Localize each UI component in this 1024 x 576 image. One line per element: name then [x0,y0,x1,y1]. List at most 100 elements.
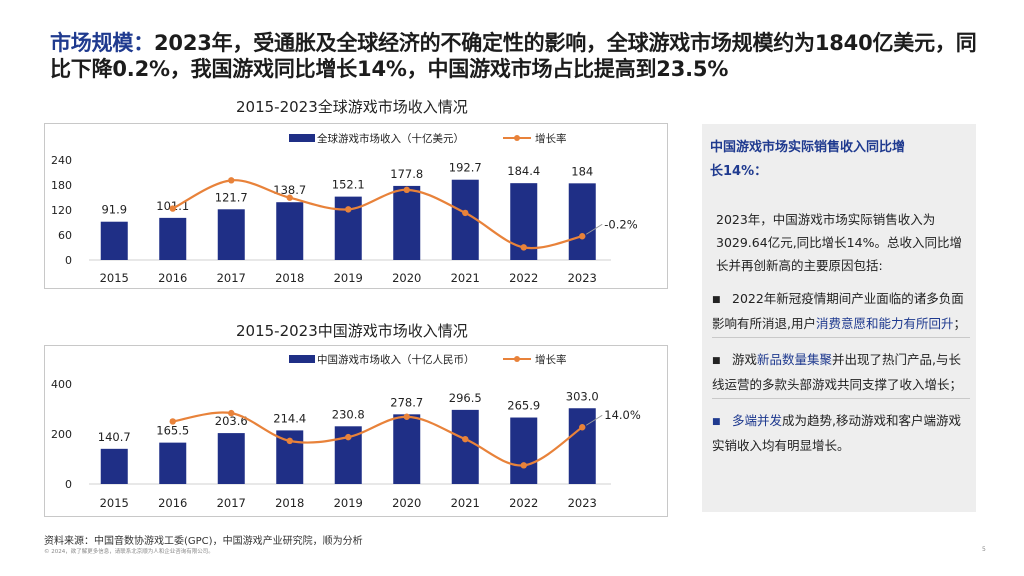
growth-rate-point [462,209,469,217]
chart-global-svg: 全球游戏市场收入（十亿美元）增长率06012018024091.92015101… [51,132,638,285]
x-tick-label: 2016 [158,496,187,510]
growth-annotation: 14.0% [604,408,641,422]
y-tick-label: 0 [65,478,72,491]
y-tick-label: 240 [51,154,72,167]
growth-rate-point [579,424,586,431]
bar-2020 [393,185,421,260]
x-tick-label: 2020 [392,496,421,510]
headline-label: 市场规模： [50,31,154,55]
bullet-square-icon: ■ [712,417,721,427]
copyright-note: © 2024，欲了解更多信息，请联系北京顺为人和企业咨询有限公司。 [44,549,214,555]
bullet-1: ■ 2022年新冠疫情期间产业面临的诸多负面影响有所消退,用户消费意愿和能力有所回… [712,291,967,331]
bar-value-label: 165.5 [156,424,189,438]
bar-2023 [568,183,596,260]
legend-line-marker [514,135,520,141]
bar-2022 [510,417,538,484]
bar-value-label: 230.8 [332,407,365,421]
side-divider [712,398,970,399]
bullet-2-highlight: 新品数量集聚 [757,352,833,367]
growth-rate-line [172,411,583,467]
bar-value-label: 278.7 [390,395,423,409]
y-tick-label: 60 [58,229,72,242]
page-number: 5 [982,546,986,553]
x-tick-label: 2022 [509,271,538,285]
growth-rate-point [403,186,410,194]
source-note: 资料来源：中国音数协游戏工委(GPC)，中国游戏产业研究院，顺为分析 [44,536,363,547]
growth-rate-point [520,462,527,469]
y-tick-label: 180 [51,179,72,192]
side-intro: 2023年，中国游戏市场实际销售收入为3029.64亿元,同比增长14%。总收入… [716,212,962,273]
x-tick-label: 2019 [334,496,363,510]
bullet-3-highlight: 多端并发 [732,413,783,428]
bar-value-label: 184.4 [507,164,540,178]
legend-bar-swatch [289,134,315,142]
side-title: 中国游戏市场实际销售收入同比增长14%： [710,140,906,179]
bar-2015 [100,221,128,260]
annotation-leader [585,414,603,426]
y-tick-label: 400 [51,378,72,391]
growth-rate-point [286,437,293,445]
bullet-3: ■ 多端并发成为趋势,移动游戏和客户端游戏实销收入均有明显增长。 [712,413,961,453]
legend-bar-label: 全球游戏市场收入（十亿美元） [317,132,464,145]
growth-rate-point [579,233,586,240]
growth-rate-point [345,433,352,441]
bar-value-label: 184 [571,164,593,178]
growth-rate-point [228,177,235,184]
x-tick-label: 2017 [217,496,246,510]
x-tick-label: 2023 [568,271,597,285]
x-tick-label: 2021 [451,271,480,285]
growth-rate-point [462,435,469,443]
chart-title-china: 2015-2023中国游戏市场收入情况 [236,322,468,340]
bar-2023 [568,408,596,484]
growth-rate-point [228,409,235,417]
bullet-square-icon: ■ [712,295,721,305]
bullet-1-highlight: 消费意愿和能力有所回升 [815,316,954,331]
bar-2020 [393,414,421,484]
legend-bar-label: 中国游戏市场收入（十亿人民币） [317,353,475,366]
bar-value-label: 152.1 [332,178,365,192]
chart-china: 中国游戏市场收入（十亿人民币） 增长率 0 200 400 140.7 2015 165.5 2… [44,345,668,517]
x-tick-label: 2016 [158,271,187,285]
annotation-leader [585,223,603,235]
growth-rate-point [403,413,410,420]
y-tick-label: 120 [51,204,72,217]
bullet-square-icon: ■ [712,356,721,366]
bar-2016 [159,217,187,260]
x-tick-label: 2015 [100,496,129,510]
chart-title-global: 2015-2023全球游戏市场收入情况 [236,98,468,116]
bar-value-label: 303.0 [566,389,599,403]
x-tick-label: 2018 [275,271,304,285]
bar-value-label: 265.9 [507,399,540,413]
bar-2016 [159,442,187,484]
bar-2021 [451,179,479,260]
bar-2019 [334,196,362,260]
side-divider [712,337,970,338]
x-tick-label: 2015 [100,271,129,285]
x-tick-label: 2022 [509,496,538,510]
bar-value-label: 192.7 [449,161,482,175]
bar-2021 [451,409,479,484]
headline-text: 2023年，受通胀及全球经济的不确定性的影响，全球游戏市场规模约为1840亿美元… [50,31,977,81]
bar-2015 [100,448,128,484]
legend-line-label: 增长率 [535,132,567,145]
bar-value-label: 296.5 [449,391,482,405]
legend-line-marker [514,356,520,362]
x-tick-label: 2017 [217,271,246,285]
x-tick-label: 2023 [568,496,597,510]
bar-value-label: 121.7 [215,190,248,204]
bar-2017 [217,433,245,484]
bar-value-label: 203.6 [215,414,248,428]
growth-rate-point [169,205,176,212]
bar-2017 [217,209,245,260]
x-tick-label: 2021 [451,496,480,510]
growth-rate-point [286,194,293,201]
bar-value-label: 214.4 [273,411,306,425]
legend-line-label: 增长率 [535,353,567,366]
bar-value-label: 91.9 [101,203,127,217]
growth-rate-point [520,244,527,251]
x-tick-label: 2020 [392,271,421,285]
legend-bar-swatch [289,355,315,363]
page-headline: 市场规模：2023年，受通胀及全球经济的不确定性的影响，全球游戏市场规模约为18… [50,30,990,82]
side-panel: 中国游戏市场实际销售收入同比增长14%： 2023年，中国游戏市场实际销售收入为… [702,124,976,512]
growth-annotation: -0.2% [604,217,637,231]
